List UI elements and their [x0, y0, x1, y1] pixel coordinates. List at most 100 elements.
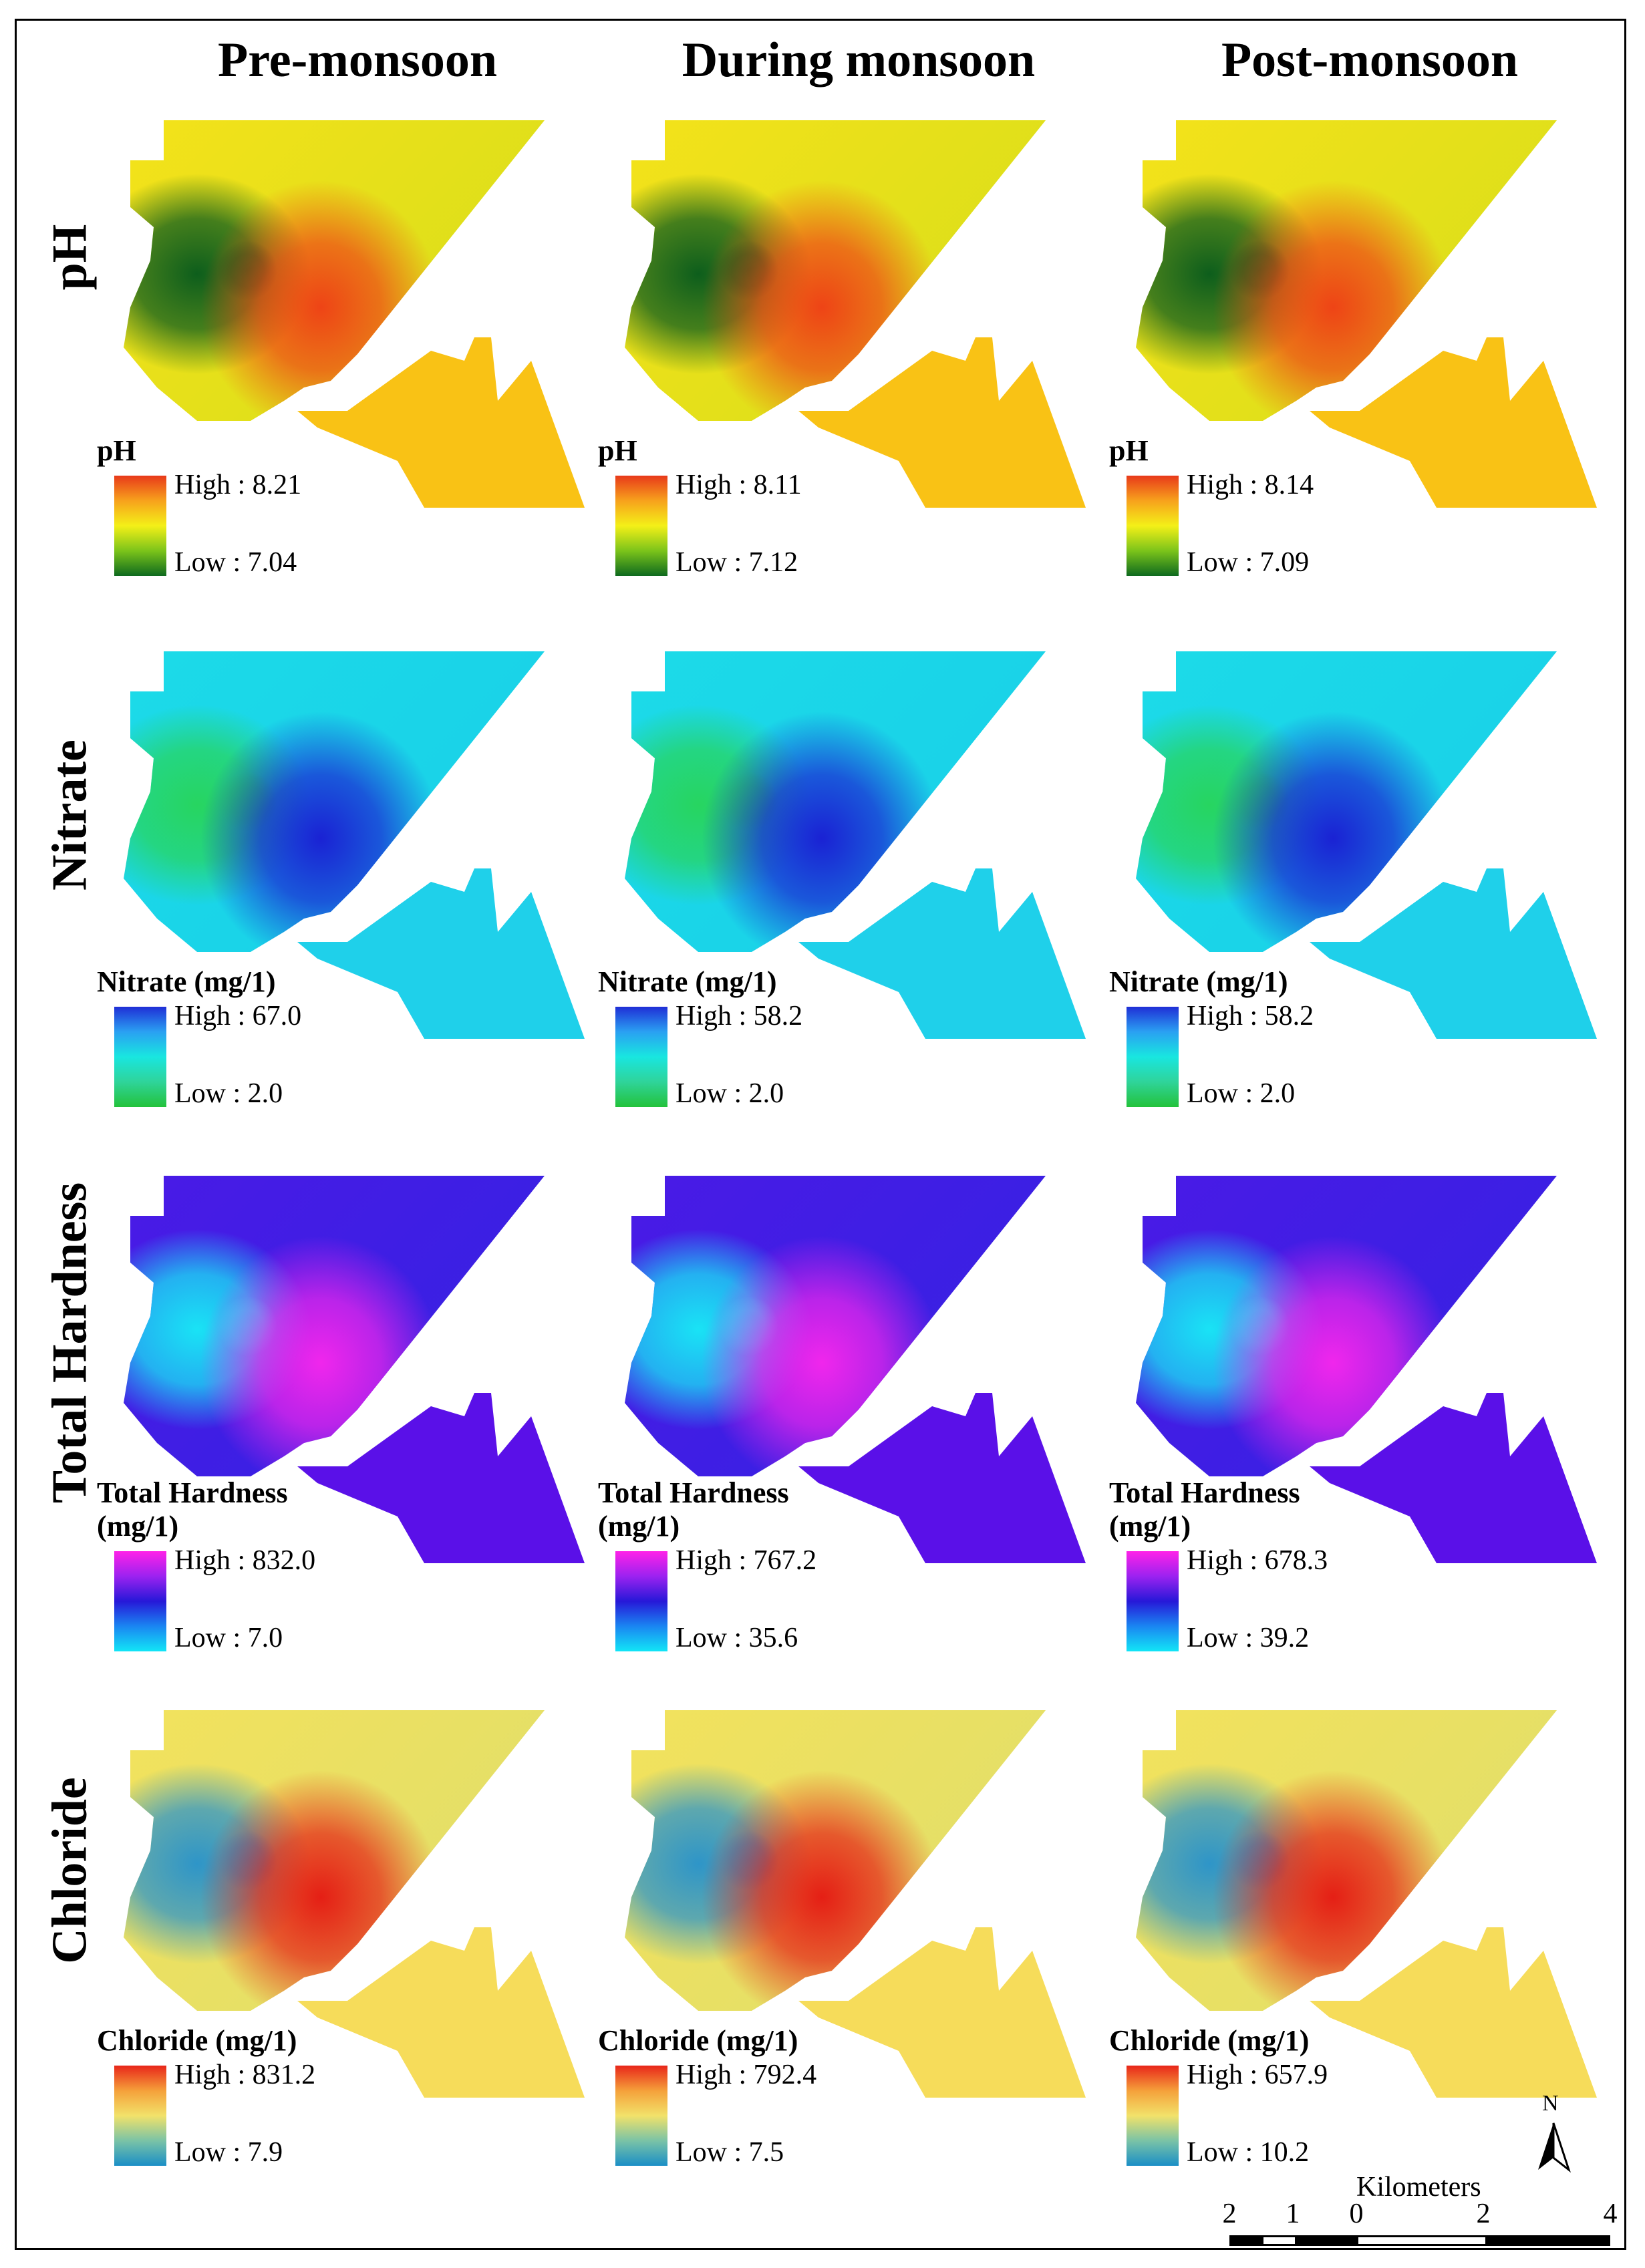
map-legend: Total Hardness (mg/1) High : 678.3 Low : 3…	[1109, 1476, 1390, 1655]
map-panel: Total Hardness (mg/1) High : 832.0 Low : 7…	[97, 1162, 618, 1697]
north-arrow: N	[1530, 2091, 1577, 2184]
map-legend: pH High : 8.21 Low : 7.04	[97, 434, 378, 580]
legend-low-value: Low : 39.2	[1187, 1623, 1310, 1653]
north-label: N	[1542, 2091, 1559, 2116]
legend-low-value: Low : 7.5	[676, 2137, 784, 2168]
legend-high-value: High : 67.0	[174, 1001, 302, 1031]
legend-title: Chloride (mg/1)	[598, 2024, 798, 2057]
interpolation-map	[1136, 120, 1597, 508]
scale-bar-graphic	[1229, 2235, 1610, 2246]
legend-color-ramp	[1127, 1551, 1179, 1651]
interpolation-map	[1136, 651, 1597, 1039]
legend-title: Nitrate (mg/1)	[1109, 965, 1288, 998]
legend-low-value: Low : 2.0	[676, 1078, 784, 1109]
scale-tick: 2	[1222, 2199, 1237, 2229]
legend-title: pH	[97, 434, 136, 467]
legend-color-ramp	[615, 1551, 667, 1651]
map-panel: pH High : 8.14 Low : 7.09	[1109, 107, 1630, 641]
legend-title: Chloride (mg/1)	[97, 2024, 297, 2057]
legend-color-ramp	[114, 2066, 166, 2166]
interpolation-map	[625, 120, 1086, 508]
figure-frame	[15, 19, 1626, 2250]
legend-high-value: High : 831.2	[174, 2060, 316, 2090]
legend-high-value: High : 8.21	[174, 470, 302, 500]
map-legend: Nitrate (mg/1) High : 67.0 Low : 2.0	[97, 965, 378, 1111]
interpolation-map	[1136, 1710, 1597, 2098]
legend-high-value: High : 767.2	[676, 1545, 817, 1576]
interpolation-map	[124, 1176, 585, 1563]
legend-high-value: High : 832.0	[174, 1545, 316, 1576]
row-title-ph: pH	[42, 224, 98, 291]
map-legend: Nitrate (mg/1) High : 58.2 Low : 2.0	[1109, 965, 1390, 1111]
map-legend: Chloride (mg/1) High : 831.2 Low : 7.9	[97, 2024, 378, 2170]
legend-high-value: High : 678.3	[1187, 1545, 1328, 1576]
map-panel: Chloride (mg/1) High : 792.4 Low : 7.5	[598, 1697, 1119, 2231]
row-title-total-hardness: Total Hardness	[42, 1182, 98, 1504]
legend-high-value: High : 657.9	[1187, 2060, 1328, 2090]
legend-title: Nitrate (mg/1)	[97, 965, 276, 998]
legend-title: Total Hardness (mg/1)	[97, 1476, 288, 1543]
column-title-during-monsoon: During monsoon	[682, 33, 1036, 88]
legend-color-ramp	[615, 476, 667, 576]
map-panel: Total Hardness (mg/1) High : 678.3 Low : 3…	[1109, 1162, 1630, 1697]
scale-tick: 4	[1603, 2199, 1618, 2229]
map-legend: Nitrate (mg/1) High : 58.2 Low : 2.0	[598, 965, 879, 1111]
row-title-chloride: Chloride	[42, 1777, 98, 1964]
legend-low-value: Low : 7.04	[174, 547, 297, 578]
interpolation-map	[625, 1710, 1086, 2098]
map-legend: Chloride (mg/1) High : 657.9 Low : 10.2	[1109, 2024, 1390, 2170]
column-title-pre-monsoon: Pre-monsoon	[218, 33, 497, 88]
legend-title: Chloride (mg/1)	[1109, 2024, 1310, 2057]
legend-color-ramp	[1127, 2066, 1179, 2166]
interpolation-map	[625, 1176, 1086, 1563]
legend-low-value: Low : 7.0	[174, 1623, 283, 1653]
map-legend: Total Hardness (mg/1) High : 767.2 Low : 3…	[598, 1476, 879, 1655]
map-panel: Chloride (mg/1) High : 657.9 Low : 10.2	[1109, 1697, 1630, 2231]
legend-low-value: Low : 2.0	[174, 1078, 283, 1109]
legend-high-value: High : 792.4	[676, 2060, 817, 2090]
scale-bar: Kilometers 2 1 0 2 4	[1216, 2171, 1618, 2251]
legend-color-ramp	[1127, 1007, 1179, 1107]
legend-title: Total Hardness (mg/1)	[1109, 1476, 1300, 1543]
legend-low-value: Low : 35.6	[676, 1623, 798, 1653]
map-legend: pH High : 8.11 Low : 7.12	[598, 434, 879, 580]
scale-tick: 0	[1349, 2199, 1364, 2229]
scale-tick: 1	[1286, 2199, 1300, 2229]
interpolation-map	[1136, 1176, 1597, 1563]
legend-color-ramp	[114, 476, 166, 576]
legend-title: pH	[1109, 434, 1149, 467]
scale-unit-label: Kilometers	[1356, 2172, 1481, 2203]
map-panel: Nitrate (mg/1) High : 58.2 Low : 2.0	[1109, 638, 1630, 1172]
legend-color-ramp	[615, 1007, 667, 1107]
map-panel: pH High : 8.21 Low : 7.04	[97, 107, 618, 641]
legend-high-value: High : 58.2	[676, 1001, 803, 1031]
legend-color-ramp	[114, 1007, 166, 1107]
interpolation-map	[625, 651, 1086, 1039]
map-legend: pH High : 8.14 Low : 7.09	[1109, 434, 1390, 580]
legend-color-ramp	[1127, 476, 1179, 576]
interpolation-map	[124, 120, 585, 508]
interpolation-map	[124, 651, 585, 1039]
map-panel: pH High : 8.11 Low : 7.12	[598, 107, 1119, 641]
map-legend: Chloride (mg/1) High : 792.4 Low : 7.5	[598, 2024, 879, 2170]
map-legend: Total Hardness (mg/1) High : 832.0 Low : 7…	[97, 1476, 378, 1655]
north-arrow-icon	[1538, 2122, 1571, 2173]
map-panel: Chloride (mg/1) High : 831.2 Low : 7.9	[97, 1697, 618, 2231]
legend-low-value: Low : 7.12	[676, 547, 798, 578]
legend-high-value: High : 58.2	[1187, 1001, 1314, 1031]
column-title-post-monsoon: Post-monsoon	[1221, 33, 1519, 88]
legend-low-value: Low : 10.2	[1187, 2137, 1310, 2168]
legend-high-value: High : 8.14	[1187, 470, 1314, 500]
interpolation-map	[124, 1710, 585, 2098]
legend-low-value: Low : 2.0	[1187, 1078, 1296, 1109]
legend-color-ramp	[615, 2066, 667, 2166]
legend-title: Nitrate (mg/1)	[598, 965, 777, 998]
legend-title: pH	[598, 434, 637, 467]
row-title-nitrate: Nitrate	[42, 740, 98, 890]
map-panel: Nitrate (mg/1) High : 67.0 Low : 2.0	[97, 638, 618, 1172]
scale-tick: 2	[1476, 2199, 1491, 2229]
legend-high-value: High : 8.11	[676, 470, 802, 500]
legend-color-ramp	[114, 1551, 166, 1651]
legend-low-value: Low : 7.9	[174, 2137, 283, 2168]
map-panel: Nitrate (mg/1) High : 58.2 Low : 2.0	[598, 638, 1119, 1172]
